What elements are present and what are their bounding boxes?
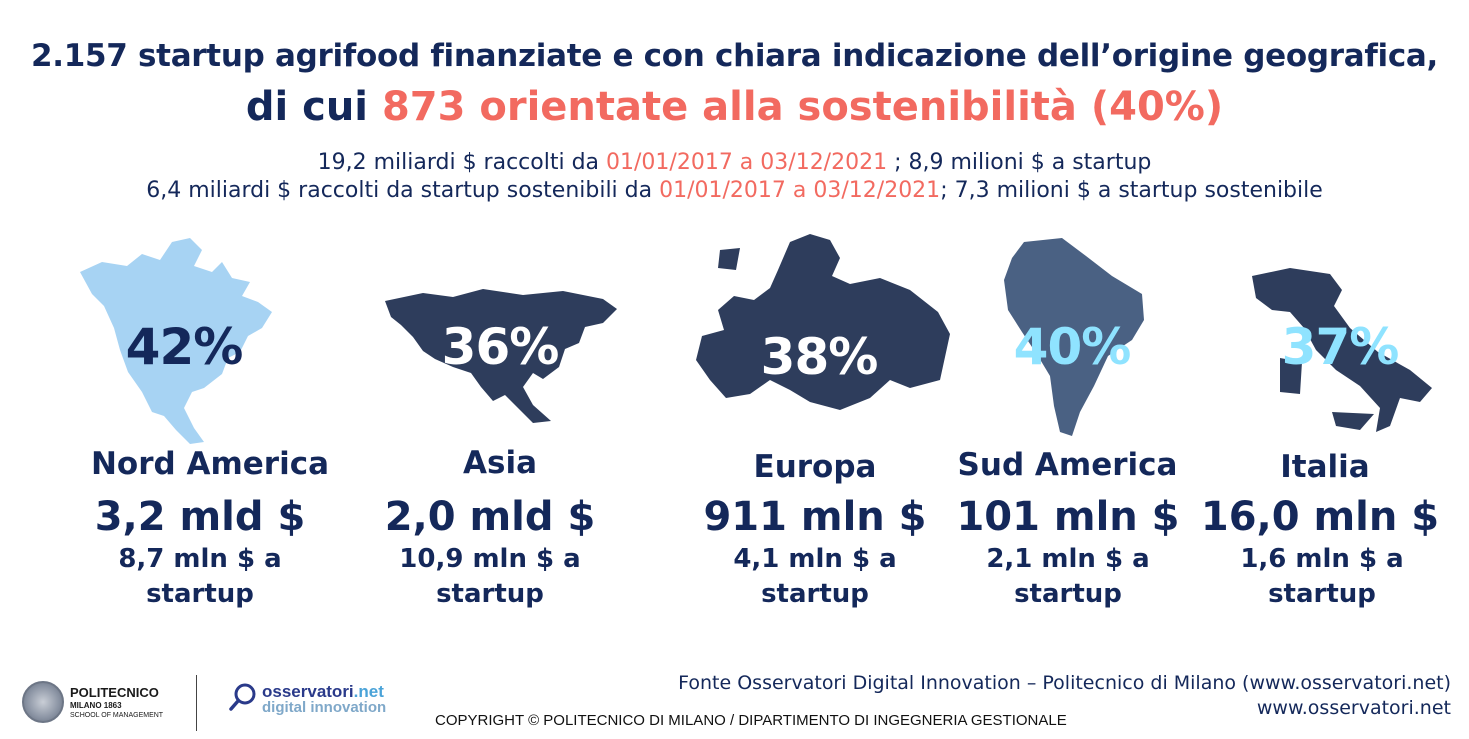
copyright: COPYRIGHT © POLITECNICO DI MILANO / DIPA… <box>435 712 1067 729</box>
osservatori-logo: osservatori.net digital innovation <box>228 682 398 722</box>
politecnico-logo: POLITECNICO MILANO 1863 SCHOOL OF MANAGE… <box>22 681 172 727</box>
pct-nord-america: 42% <box>125 318 244 376</box>
per-startup-asia: 10,9 mln $ a startup <box>360 542 620 612</box>
italy-map-icon <box>1250 266 1434 434</box>
osservatori-name-main: osservatori <box>262 682 354 701</box>
region-name-nord-america: Nord America <box>90 446 330 482</box>
subtitle-line-1: 19,2 miliardi $ raccolti da 01/01/2017 a… <box>0 150 1469 175</box>
subtitle-1-text-b: ; 8,9 milioni $ a startup <box>887 150 1152 175</box>
pct-italia: 37% <box>1281 318 1400 376</box>
north-america-map-icon <box>72 232 282 447</box>
subtitle-2-text-b: ; 7,3 milioni $ a startup sostenibile <box>940 178 1323 203</box>
per-startup-europa: 4,1 mln $ a startup <box>685 542 945 612</box>
osservatori-name-tld: .net <box>353 682 384 701</box>
politecnico-seal-icon <box>22 681 64 723</box>
region-name-italia: Italia <box>1280 449 1370 485</box>
logo-divider <box>196 675 197 731</box>
per-startup-sud-america: 2,1 mln $ a startup <box>938 542 1198 612</box>
subtitle-2-date: 01/01/2017 a 03/12/2021 <box>659 178 941 203</box>
osservatori-name: osservatori.net <box>262 682 384 702</box>
amount-europa: 911 mln $ <box>703 494 927 540</box>
pct-europa: 38% <box>760 328 879 386</box>
per-startup-nord-america: 8,7 mln $ a startup <box>70 542 330 612</box>
amount-italia: 16,0 mln $ <box>1200 494 1440 540</box>
per-startup-italia: 1,6 mln $ a startup <box>1192 542 1452 612</box>
south-america-map-icon <box>1002 236 1148 438</box>
asia-map-icon <box>383 283 619 428</box>
per-startup-line-1: 2,1 mln $ a <box>986 544 1150 574</box>
politecnico-school: SCHOOL OF MANAGEMENT <box>70 712 164 719</box>
per-startup-line-1: 4,1 mln $ a <box>733 544 897 574</box>
amount-nord-america: 3,2 mld $ <box>94 494 306 540</box>
website-link[interactable]: www.osservatori.net <box>1256 697 1451 719</box>
per-startup-line-1: 8,7 mln $ a <box>118 544 282 574</box>
subtitle-1-date: 01/01/2017 a 03/12/2021 <box>606 150 888 175</box>
europe-map-icon <box>690 230 952 415</box>
per-startup-line-2: startup <box>436 579 544 609</box>
region-name-europa: Europa <box>753 449 877 485</box>
amount-asia: 2,0 mld $ <box>384 494 596 540</box>
osservatori-subtitle: digital innovation <box>262 699 387 716</box>
amount-sud-america: 101 mln $ <box>956 494 1180 540</box>
pct-sud-america: 40% <box>1013 318 1132 376</box>
subtitle-1-text-a: 19,2 miliardi $ raccolti da <box>317 150 607 175</box>
subtitle-line-2: 6,4 miliardi $ raccolti da startup soste… <box>0 178 1469 203</box>
subtitle-2-text-a: 6,4 miliardi $ raccolti da startup soste… <box>146 178 660 203</box>
region-name-sud-america: Sud America <box>957 447 1178 483</box>
osservatori-magnifier-icon <box>229 683 256 711</box>
headline: 2.157 startup agrifood finanziate e con … <box>30 38 1439 74</box>
region-name-asia: Asia <box>463 445 537 481</box>
per-startup-line-1: 1,6 mln $ a <box>1240 544 1404 574</box>
per-startup-line-1: 10,9 mln $ a <box>399 544 581 574</box>
headline-highlight: 873 orientate alla sostenibilità (40%) <box>381 84 1224 130</box>
per-startup-line-2: startup <box>1014 579 1122 609</box>
per-startup-line-2: startup <box>146 579 254 609</box>
politecnico-name: POLITECNICO <box>70 685 159 700</box>
pct-asia: 36% <box>441 318 560 376</box>
politecnico-city: MILANO 1863 <box>70 701 122 710</box>
headline-sub-prefix: di cui <box>245 84 382 130</box>
per-startup-line-2: startup <box>761 579 869 609</box>
source-note: Fonte Osservatori Digital Innovation – P… <box>678 672 1451 694</box>
per-startup-line-2: startup <box>1268 579 1376 609</box>
headline-sub: di cui 873 orientate alla sostenibilità … <box>0 84 1469 130</box>
